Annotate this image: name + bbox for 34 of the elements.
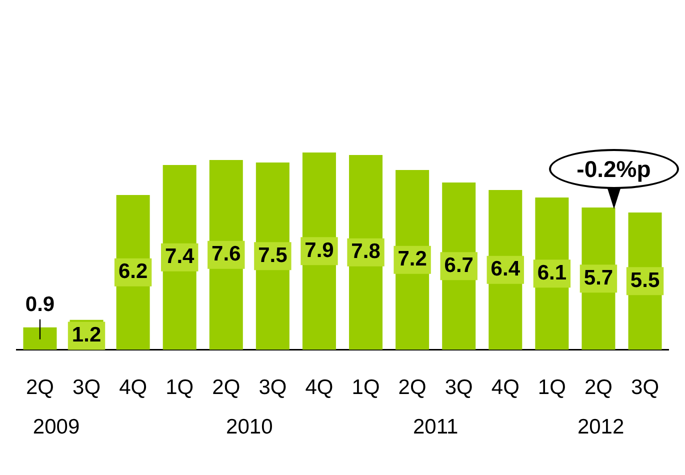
data-label: 6.7 [444, 254, 474, 277]
data-label: 7.9 [304, 238, 334, 262]
data-label: 7.4 [165, 245, 195, 268]
x-tick-label: 2Q [212, 376, 240, 400]
x-tick-label: 3Q [72, 376, 101, 400]
x-tick-label: 2Q [398, 376, 426, 400]
data-label: 5.5 [630, 268, 660, 292]
data-label: 1.2 [72, 324, 102, 347]
text: 2010 [226, 416, 273, 439]
x-tick-label: 4Q [119, 376, 148, 400]
x-tick-label: 2Q [584, 376, 612, 400]
text: 2011 [412, 416, 458, 439]
x-tick-label: 3Q [444, 376, 473, 400]
x-tick-label: 3Q [631, 376, 660, 400]
annotation: -0.2%p [548, 149, 679, 190]
data-label: 5.7 [584, 266, 614, 290]
data-label: 6.1 [537, 261, 567, 284]
text: 2012 [577, 416, 624, 439]
x-tick-label: 4Q [305, 376, 334, 400]
x-tick-label: 4Q [491, 376, 520, 400]
data-label: 0.9 [25, 293, 55, 316]
data-label: 7.2 [398, 248, 427, 271]
x-tick-label: 2Q [26, 376, 54, 400]
data-label: 7.6 [212, 242, 241, 266]
x-tick-label: 1Q [166, 376, 194, 400]
x-tick-label: 1Q [352, 376, 380, 400]
data-label: 6.2 [118, 260, 148, 284]
bar [23, 327, 57, 350]
x-tick-label: 3Q [258, 376, 287, 400]
data-label: 6.4 [490, 258, 520, 281]
text: 2009 [32, 416, 80, 439]
x-tick-label: 1Q [538, 376, 566, 400]
data-label: 7.5 [258, 244, 288, 267]
data-label: 7.8 [351, 240, 381, 264]
